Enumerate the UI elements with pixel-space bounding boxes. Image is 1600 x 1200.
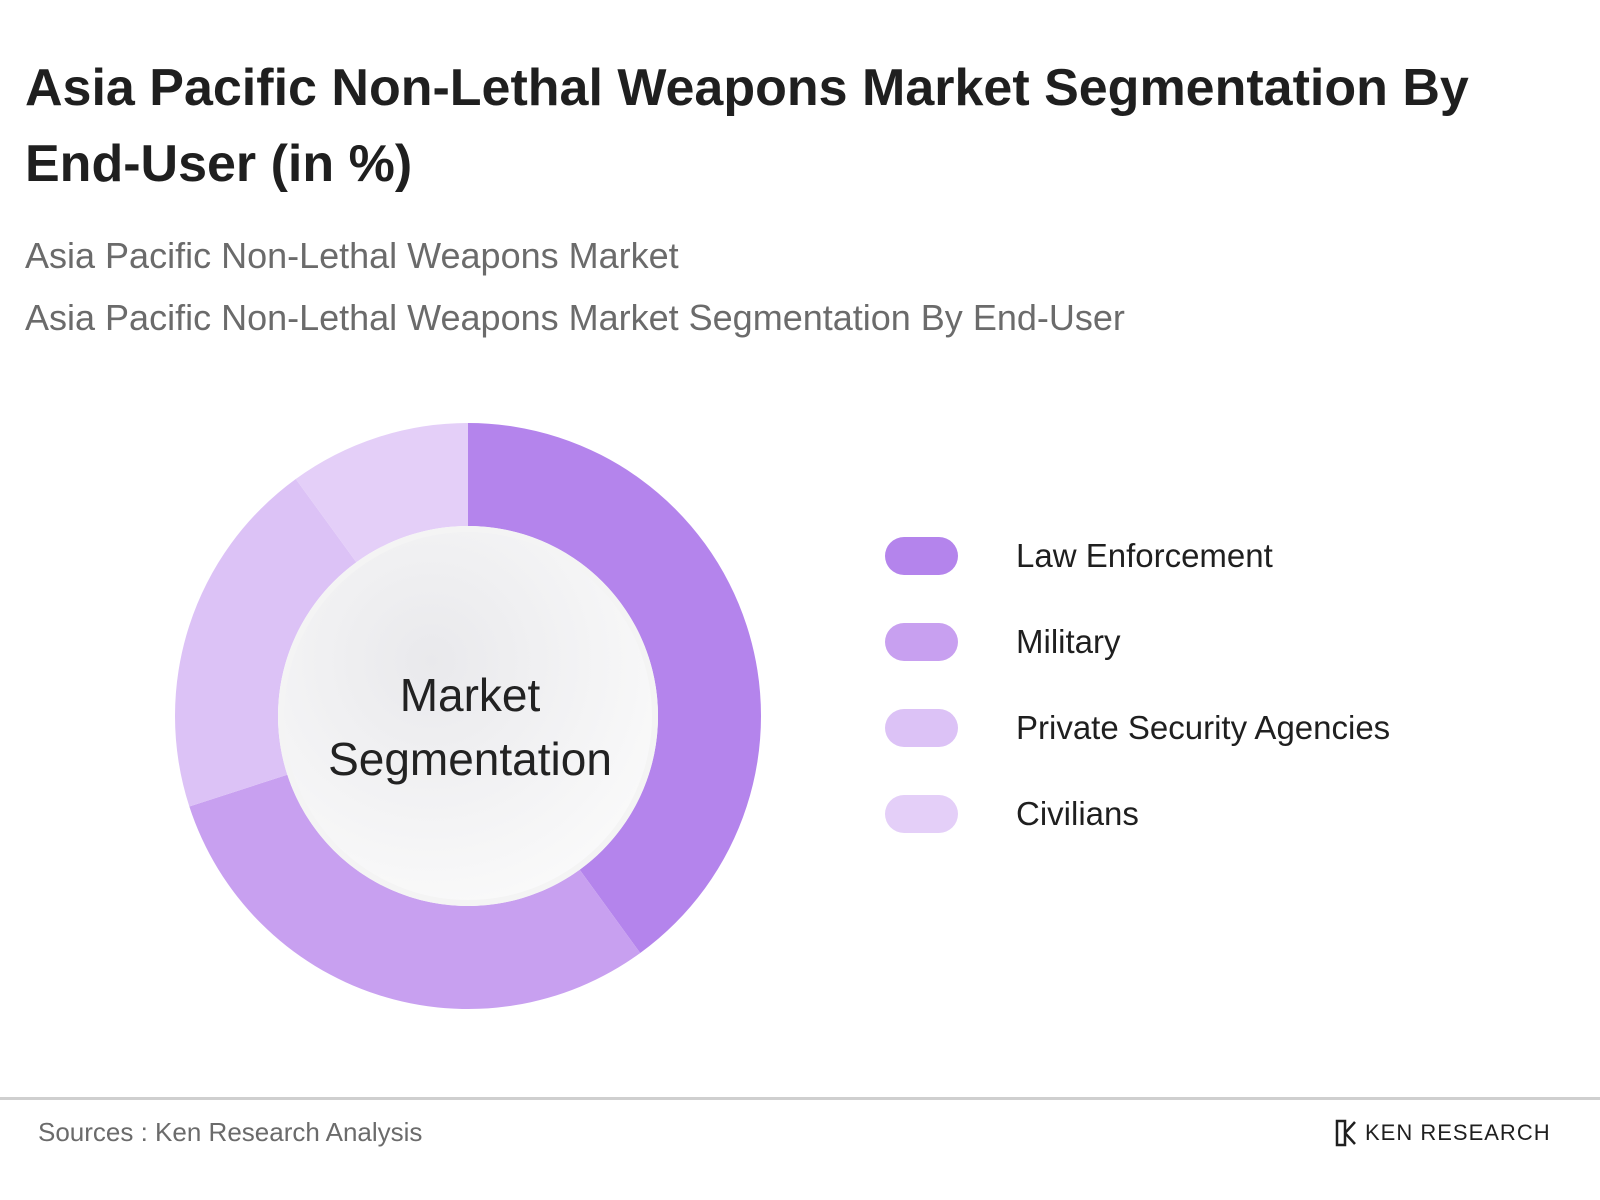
chart-title: Asia Pacific Non-Lethal Weapons Market S… [25, 59, 1469, 193]
source-note: Sources : Ken Research Analysis [38, 1117, 423, 1147]
donut-center-fill [284, 532, 652, 900]
brand-name: KEN RESEARCH [1365, 1120, 1551, 1145]
legend-label-military: Military [1016, 623, 1121, 660]
donut-slice-military [189, 774, 641, 1010]
legend-swatch-private-security-agencies [885, 709, 958, 747]
legend-swatch-military [885, 623, 958, 661]
legend-label-private-security-agencies: Private Security Agencies [1016, 709, 1391, 746]
legend-label-civilians: Civilians [1016, 795, 1139, 832]
donut-slice-law-enforcement [468, 423, 761, 954]
chart-subtitle-segmentation: Asia Pacific Non-Lethal Weapons Market S… [25, 297, 1125, 338]
chart-subtitle-market: Asia Pacific Non-Lethal Weapons Market [25, 235, 679, 276]
legend-swatch-law-enforcement [885, 537, 958, 575]
donut-slices [174, 423, 761, 1010]
donut-slice-civilians [295, 423, 468, 563]
footer-divider [0, 1097, 1600, 1100]
legend-swatch-civilians [885, 795, 958, 833]
donut-center-label: Market Segmentation [328, 669, 612, 785]
ken-research-icon [1335, 1119, 1356, 1147]
donut-slice-private-security-agencies [174, 478, 357, 807]
brand-logo: KEN RESEARCH [1335, 1118, 1551, 1148]
legend-label-law-enforcement: Law Enforcement [1016, 537, 1273, 574]
